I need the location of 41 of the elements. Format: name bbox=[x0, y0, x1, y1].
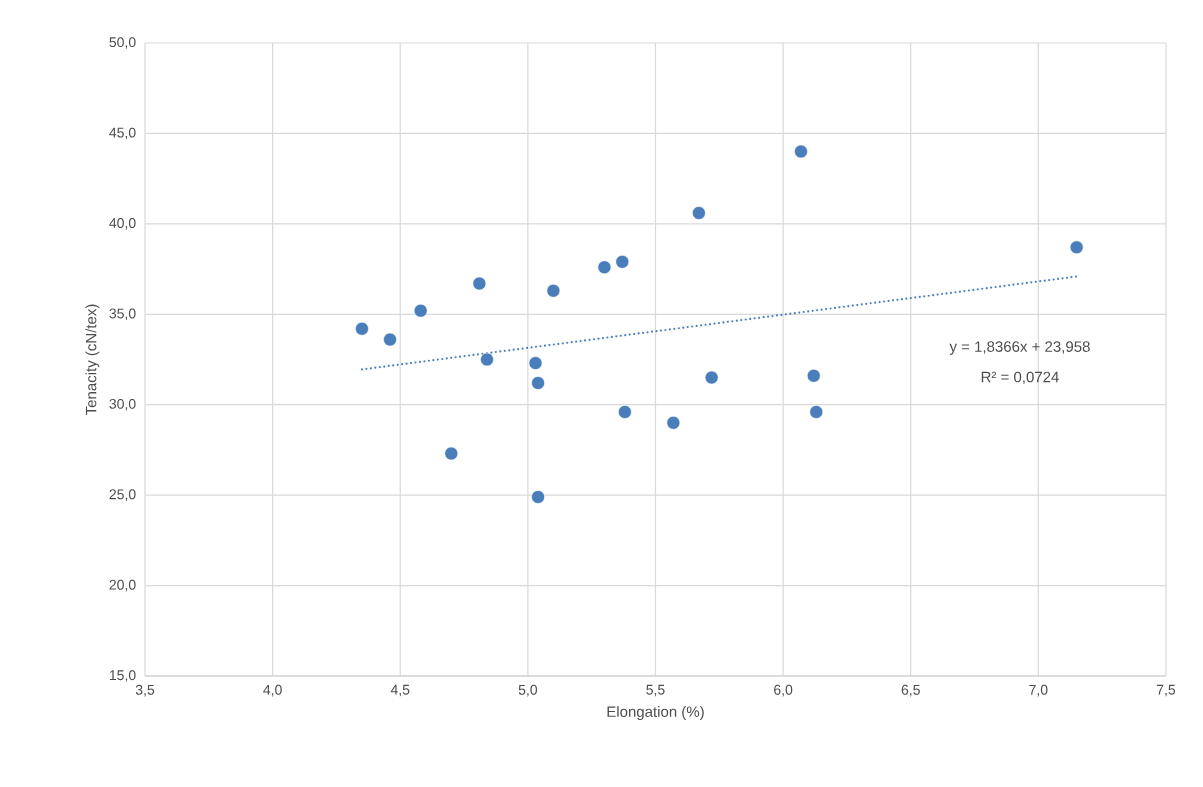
point bbox=[472, 276, 487, 291]
point bbox=[413, 303, 428, 318]
x-axis-title: Elongation (%) bbox=[607, 705, 704, 720]
point bbox=[528, 356, 543, 370]
point bbox=[666, 416, 681, 430]
y-tick-label: 25,0 bbox=[109, 489, 136, 501]
point bbox=[383, 332, 397, 347]
point bbox=[444, 446, 459, 461]
annotation: R² = 0,0724 bbox=[981, 371, 1059, 385]
point bbox=[794, 144, 808, 159]
point bbox=[692, 206, 706, 220]
x-tick-label: 7,0 bbox=[1029, 684, 1048, 697]
x-tick-label: 5,0 bbox=[518, 684, 538, 697]
y-tick-label: 35,0 bbox=[109, 308, 136, 321]
y-tick-label: 20,0 bbox=[109, 579, 136, 592]
annotation: y = 1,8366x + 23,958 bbox=[949, 341, 1090, 355]
x-tick-label: 3,5 bbox=[135, 684, 155, 697]
y-tick-label: 45,0 bbox=[109, 127, 136, 140]
point bbox=[806, 368, 821, 383]
y-axis-title: Tenacity (cN/tex) bbox=[85, 304, 100, 415]
x-tick-label: 5,5 bbox=[646, 684, 665, 697]
x-tick-label: 7,5 bbox=[1156, 684, 1176, 697]
point bbox=[355, 321, 369, 336]
x-tick-label: 4,0 bbox=[263, 684, 282, 697]
point bbox=[615, 255, 630, 269]
point bbox=[618, 405, 632, 419]
point bbox=[809, 405, 824, 419]
y-tick-label: 15,0 bbox=[109, 670, 136, 682]
point bbox=[704, 370, 719, 385]
y-tick-label: 50,0 bbox=[109, 37, 136, 49]
point bbox=[546, 283, 561, 298]
point bbox=[480, 352, 494, 367]
y-tick-label: 30,0 bbox=[109, 398, 136, 411]
point bbox=[531, 490, 545, 504]
y-tick-label: 40,0 bbox=[109, 218, 136, 230]
x-tick-label: 6,0 bbox=[774, 684, 793, 697]
point bbox=[1069, 240, 1084, 255]
x-tick-label: 6,5 bbox=[901, 684, 920, 697]
point bbox=[597, 260, 612, 275]
x-tick-label: 4,5 bbox=[390, 684, 410, 697]
point bbox=[531, 376, 545, 390]
